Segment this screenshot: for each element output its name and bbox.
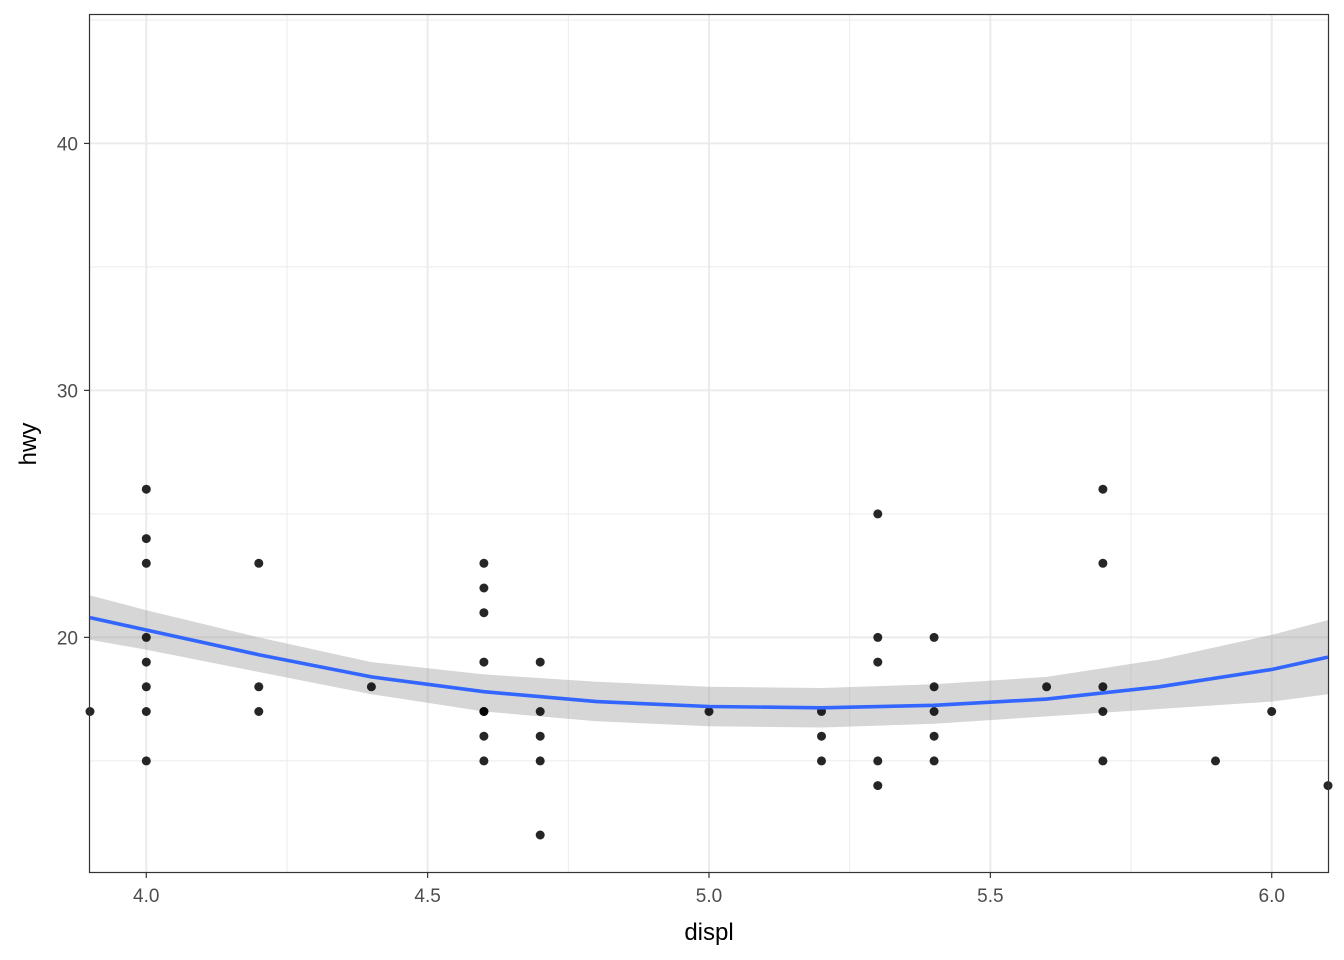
data-point [873, 632, 883, 642]
data-point [929, 632, 939, 642]
data-point [479, 731, 489, 741]
data-point [873, 756, 883, 766]
data-point [535, 756, 545, 766]
x-tick-label: 4.5 [414, 886, 440, 907]
data-point [873, 509, 883, 519]
x-tick-label: 4.0 [133, 886, 159, 907]
y-axis-title: hwy [15, 423, 42, 466]
data-point [1098, 558, 1108, 568]
data-point [873, 657, 883, 667]
data-point [254, 558, 264, 568]
data-point [366, 682, 376, 692]
data-point [535, 830, 545, 840]
data-point [1098, 756, 1108, 766]
data-point [1098, 484, 1108, 494]
data-point [479, 657, 489, 667]
data-point [254, 682, 264, 692]
data-point [479, 608, 489, 618]
y-tick-label: 20 [57, 628, 78, 649]
data-point [141, 756, 151, 766]
data-point [141, 657, 151, 667]
data-point [254, 707, 264, 716]
y-axis: 20 30 40 [57, 134, 90, 649]
data-points [85, 484, 1333, 840]
data-point [479, 756, 489, 766]
x-tick-label: 5.0 [696, 886, 722, 907]
data-point [141, 707, 151, 716]
data-point [817, 756, 826, 766]
x-tick-label: 5.5 [977, 886, 1003, 907]
data-point [1211, 756, 1220, 766]
data-point [535, 731, 545, 741]
data-point [535, 657, 545, 667]
major-gridlines [90, 15, 1328, 872]
data-point [929, 707, 939, 716]
confidence-band [90, 595, 1328, 728]
data-point [479, 583, 489, 593]
data-point [873, 781, 883, 791]
data-point [1098, 682, 1108, 692]
data-point [929, 682, 939, 692]
data-point [479, 707, 489, 716]
data-point [704, 707, 714, 716]
x-tick-label: 6.0 [1259, 886, 1285, 907]
data-point [141, 558, 151, 568]
data-point [479, 558, 489, 568]
x-axis-title: displ [684, 919, 733, 946]
data-point [535, 707, 545, 716]
y-tick-label: 40 [57, 134, 78, 155]
data-point [929, 731, 939, 741]
data-point [817, 731, 826, 741]
data-point [141, 632, 151, 642]
smooth-line [89, 615, 1329, 710]
data-point [141, 682, 151, 692]
data-point [1267, 707, 1277, 716]
data-point [141, 534, 151, 544]
y-tick-label: 30 [57, 381, 78, 402]
data-point [141, 484, 151, 494]
x-axis: 4.0 4.5 5.0 5.5 6.0 [133, 872, 1285, 907]
data-point [929, 756, 939, 766]
data-point [1042, 682, 1052, 692]
data-point [1098, 707, 1108, 716]
